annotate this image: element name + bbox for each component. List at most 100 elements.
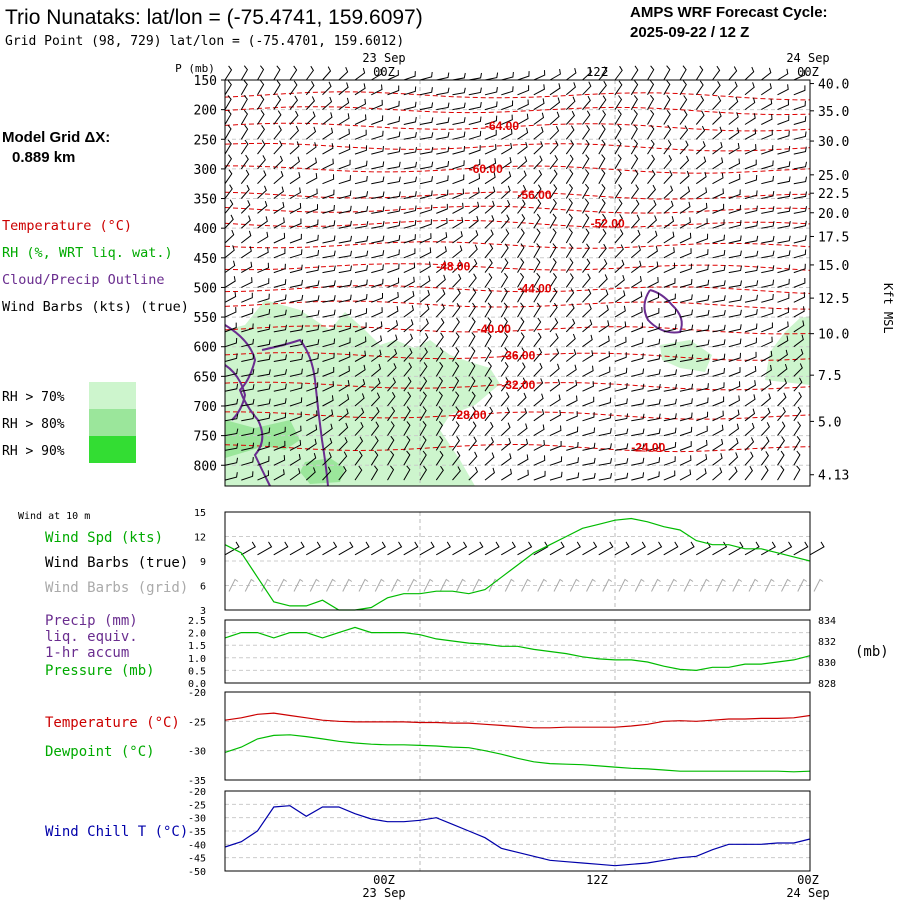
wind-barb	[371, 191, 385, 199]
wind-barb	[549, 348, 560, 362]
wind-barb	[289, 294, 304, 303]
wind-barb	[371, 335, 383, 348]
wind-barb	[403, 319, 414, 333]
isotherm-label: -52.00	[591, 216, 625, 230]
wind-barb	[647, 109, 655, 125]
wind-barb	[354, 421, 364, 436]
wind-barb	[289, 125, 299, 140]
pressure-tick-label: 350	[194, 193, 217, 208]
wind-barb	[452, 102, 466, 111]
wind-barb	[598, 274, 608, 288]
wind-barb	[305, 126, 317, 140]
wind-barb	[566, 457, 579, 466]
panel-tick-label: -35	[188, 827, 206, 838]
wind-barb	[452, 117, 466, 125]
wind-barb	[614, 367, 628, 377]
wind-barb	[273, 232, 286, 244]
wind-barb	[549, 441, 562, 451]
wind-barb	[744, 437, 755, 451]
wind-barb	[419, 376, 428, 392]
wind-barb	[224, 95, 232, 110]
wind-barb	[484, 229, 494, 244]
wind-barb	[224, 291, 237, 303]
height-axis: 40.0 35.0 30.0 25.0 22.5 20.0 17.5 15.0 12.5 10.0…	[810, 78, 849, 484]
wind-barb	[614, 109, 622, 125]
wind-barb	[598, 154, 606, 170]
wind-barb	[549, 333, 559, 348]
wind-barb	[306, 367, 319, 377]
wind-barb	[582, 258, 591, 273]
wind-barb	[744, 323, 758, 333]
surface-wind-barb	[452, 541, 468, 556]
wind-barb	[549, 69, 561, 81]
wind-barb	[500, 407, 510, 422]
wind-barb	[566, 411, 578, 422]
panel-tick-label: -50	[188, 867, 206, 878]
wind-barb	[501, 128, 513, 140]
wind-barb	[679, 140, 689, 155]
wind-barb	[306, 310, 320, 318]
height-tick-label: 35.0	[818, 105, 849, 120]
wind-barb	[663, 80, 671, 96]
pressure-tick-label: 834	[818, 616, 836, 627]
wind-barb	[695, 125, 706, 140]
wind-barb	[744, 144, 757, 155]
wind-barb	[387, 277, 400, 288]
wind-barb	[338, 220, 352, 229]
wind-barb	[240, 154, 249, 170]
wind-barb	[712, 80, 721, 96]
wind-barb	[501, 114, 513, 125]
pressure-tick-label: 600	[194, 341, 217, 356]
wind-barb	[517, 408, 528, 422]
wind-barb	[647, 230, 658, 244]
pressure-tick-label: 250	[194, 133, 217, 148]
wind-barb	[484, 243, 494, 259]
wind-barb	[484, 258, 493, 273]
wind-barb	[777, 206, 791, 214]
wind-barb	[744, 408, 756, 422]
wind-barb	[338, 175, 351, 185]
wind-barb	[549, 213, 557, 229]
wind-barb	[338, 408, 349, 422]
legend-rh70: RH > 70%	[2, 390, 65, 405]
wind-barb	[679, 125, 689, 140]
wind-barb	[387, 465, 395, 481]
wind-barb	[322, 452, 332, 466]
wind-barb	[761, 250, 775, 259]
wind-barb	[436, 87, 450, 96]
wind-barb	[240, 124, 249, 140]
wind-barb	[549, 379, 561, 392]
model-grid-label: Model Grid ΔX:	[2, 129, 110, 146]
wind-barb	[663, 369, 677, 377]
wind-barb	[241, 246, 252, 259]
wind-barb	[549, 258, 557, 273]
wind-barb	[582, 457, 596, 466]
wind-barb	[371, 176, 385, 185]
wind-barb	[501, 71, 514, 81]
cross-section-panel: -64.00 -60.00 -56.00 -52.00 -48.00 -44.00 -40.…	[224, 65, 811, 487]
wind-barb	[241, 442, 255, 451]
wind-barb	[679, 469, 692, 481]
pressure-tick-label: 150	[194, 74, 217, 89]
height-tick-label: 10.0	[818, 328, 849, 343]
wind-barb	[663, 339, 677, 348]
wind-barb	[370, 421, 380, 436]
wind-barb	[436, 203, 448, 214]
wind-barb	[614, 80, 623, 96]
legend-rh80: RH > 80%	[2, 417, 65, 432]
wind-barb	[289, 411, 302, 422]
wind-barb	[712, 157, 724, 170]
wind-barb	[744, 82, 755, 96]
wind-barb	[744, 97, 756, 111]
wind-barb	[793, 348, 804, 362]
wind-barb	[322, 352, 335, 362]
wind-barb	[273, 294, 287, 303]
wind-barb	[273, 201, 285, 214]
wind-barb	[712, 172, 724, 185]
wind-barb	[630, 214, 640, 229]
wind-barb	[484, 158, 497, 170]
wind-barb	[696, 397, 709, 407]
wind-barb	[257, 247, 269, 259]
wind-barb	[435, 347, 444, 362]
wind-barb	[679, 369, 694, 377]
